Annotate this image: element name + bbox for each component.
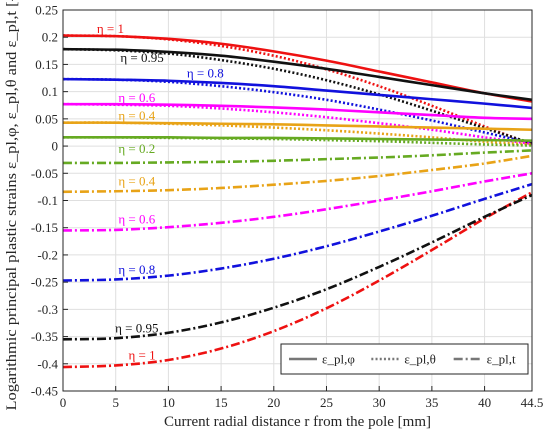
ticks: 0 5 10 15 20 25 30 35 40 44.50.250.20.150.10.050-… bbox=[31, 3, 543, 411]
y-axis-label: Logarithmic principal plastic strains ε_… bbox=[4, 0, 20, 410]
series-annotation: η = 0.95 bbox=[120, 50, 163, 65]
series-annotation: η = 0.6 bbox=[118, 90, 155, 105]
x-tick-label: 44.5 bbox=[521, 395, 544, 410]
series-annotation: η = 0.8 bbox=[118, 262, 155, 277]
x-tick-label: 5 bbox=[112, 395, 119, 410]
series-line-eta-0_8-phi bbox=[62, 77, 533, 110]
series-line-eta-0_6-t bbox=[62, 172, 533, 232]
legend-box bbox=[280, 343, 529, 375]
series-annotation: η = 0.8 bbox=[187, 66, 224, 81]
series-line-eta-0_95-t bbox=[62, 193, 533, 341]
series-line-eta-0_95-phi bbox=[62, 47, 533, 102]
y-tick-label: 0.1 bbox=[42, 84, 58, 99]
y-tick-label: -0.25 bbox=[31, 275, 58, 290]
series-line-eta-0_4-phi bbox=[62, 121, 533, 132]
x-tick-label: 40 bbox=[478, 395, 491, 410]
series-line-eta-0_2-phi bbox=[62, 136, 533, 142]
series-line-eta-0_8-t bbox=[62, 182, 533, 282]
y-tick-label: -0.45 bbox=[31, 384, 58, 399]
legend-label: ε_pl,φ bbox=[322, 352, 355, 367]
y-tick-label: -0.1 bbox=[37, 193, 58, 208]
series-layer bbox=[62, 34, 533, 369]
series-annotation: η = 0.4 bbox=[118, 108, 155, 123]
series-line-eta-1-t bbox=[62, 191, 533, 369]
series-annotation: η = 1 bbox=[97, 21, 124, 36]
x-tick-label: 30 bbox=[373, 395, 386, 410]
x-axis-label: Current radial distance r from the pole … bbox=[164, 414, 431, 430]
legend-label: ε_pl,t bbox=[487, 352, 516, 367]
series-annotation: η = 0.2 bbox=[118, 141, 155, 156]
series-line-eta-0_2-t bbox=[62, 149, 533, 165]
series-line-eta-0_8-theta bbox=[62, 77, 533, 145]
series-annotation: η = 0.6 bbox=[118, 212, 155, 227]
y-tick-label: -0.2 bbox=[37, 247, 58, 262]
annotations: η = 1 η = 0.95 η = 0.8 η = 0.6 η = 0.4 η = 0.… bbox=[97, 21, 224, 363]
y-tick-label: -0.15 bbox=[31, 220, 58, 235]
x-tick-label: 20 bbox=[267, 395, 280, 410]
x-tick-label: 0 bbox=[60, 395, 67, 410]
series-line-eta-0_95-theta bbox=[62, 47, 533, 145]
x-tick-label: 10 bbox=[162, 395, 175, 410]
series-line-eta-0_4-t bbox=[62, 154, 533, 194]
series-line-eta-0_6-phi bbox=[62, 102, 533, 121]
y-tick-label: 0.2 bbox=[42, 30, 58, 45]
x-tick-label: 25 bbox=[320, 395, 333, 410]
y-tick-label: 0.25 bbox=[35, 3, 58, 18]
series-annotation: η = 1 bbox=[128, 348, 155, 363]
y-tick-label: -0.05 bbox=[31, 166, 58, 181]
series-line-eta-0_2-theta bbox=[62, 136, 533, 147]
y-axis-label-text: Logarithmic principal plastic strains ε_… bbox=[4, 0, 20, 410]
series-annotation: η = 0.95 bbox=[115, 320, 158, 335]
legend: ε_pl,φ ε_pl,θ ε_pl,t bbox=[280, 343, 529, 375]
y-tick-label: 0 bbox=[52, 139, 59, 154]
x-tick-label: 15 bbox=[215, 395, 228, 410]
y-tick-label: -0.3 bbox=[37, 302, 58, 317]
x-tick-label: 35 bbox=[425, 395, 438, 410]
y-tick-label: -0.4 bbox=[37, 356, 58, 371]
y-tick-label: 0.05 bbox=[35, 111, 58, 126]
series-annotation: η = 0.4 bbox=[118, 173, 155, 188]
y-tick-label: 0.15 bbox=[35, 57, 58, 72]
legend-label: ε_pl,θ bbox=[404, 352, 436, 367]
y-tick-label: -0.35 bbox=[31, 329, 58, 344]
